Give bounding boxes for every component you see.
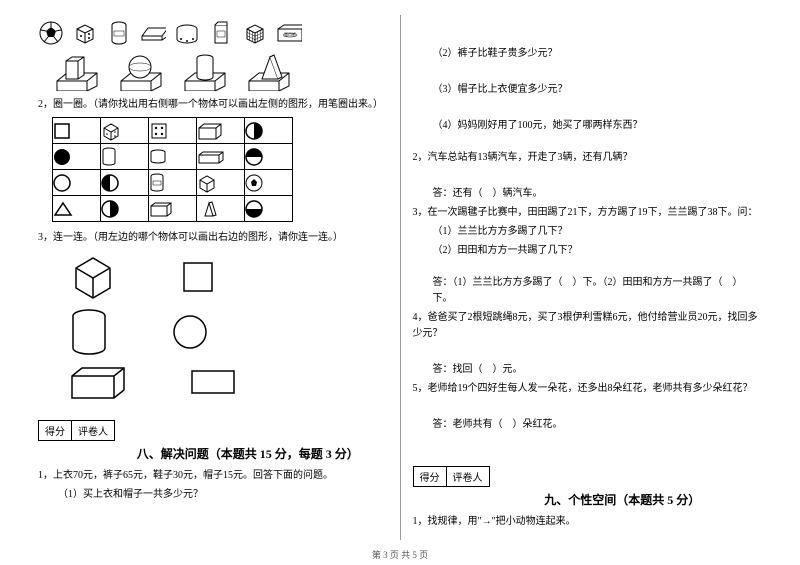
cell-dice2 bbox=[149, 118, 197, 144]
prism-tray-icon bbox=[244, 51, 294, 91]
q8-5a: 答：老师共有（ ）朵红花。 bbox=[433, 417, 763, 433]
cell-cuboid-long bbox=[197, 144, 245, 170]
score-box-8: 得分 评卷人 bbox=[38, 420, 115, 441]
cell-half4 bbox=[101, 196, 149, 222]
q8-2: 2，汽车总站有13辆汽车，开走了3辆，还有几辆？ bbox=[413, 150, 763, 166]
cell-triangle bbox=[53, 196, 101, 222]
cell-soccer-sm bbox=[245, 170, 293, 196]
cell-circle-fill bbox=[53, 144, 101, 170]
cube-iso-icon bbox=[68, 254, 118, 300]
cell-square bbox=[53, 118, 101, 144]
q8-3-1: （1）兰兰比方方多踢了几下？ bbox=[433, 224, 763, 240]
cell-circle bbox=[53, 170, 101, 196]
page-footer: 第 3 页 共 5 页 bbox=[0, 548, 800, 561]
q8-2a: 答：还有（ ）辆汽车。 bbox=[433, 186, 763, 202]
cell-half1 bbox=[245, 118, 293, 144]
top-icon-row: 面巾纸 bbox=[38, 21, 388, 45]
cell-prism bbox=[197, 196, 245, 222]
page: 面巾纸 2，圈一圈。（请你找出用右侧哪一个物体可以画出左侧的图形，用笔圈出来。） bbox=[0, 0, 800, 540]
q8-5: 5，老师给19个四好生每人发一朵花，还多出8朵红花，老师共有多少朵红花？ bbox=[413, 381, 763, 397]
rect-outline-icon bbox=[188, 367, 238, 397]
tissue-icon: 面巾纸 bbox=[276, 21, 302, 45]
score-label-9: 得分 bbox=[414, 467, 447, 486]
cell-cube3d bbox=[197, 170, 245, 196]
section-9-title: 九、个性空间（本题共 5 分） bbox=[483, 491, 763, 508]
q3-text: 3，连一连。（用左边的哪个物体可以画出右边的图形，请你连一连。） bbox=[38, 230, 388, 246]
cylinder-tray-icon bbox=[180, 51, 230, 91]
q8-1-4: （4）妈妈刚好用了100元，她买了哪两样东西？ bbox=[433, 118, 763, 134]
q2-text: 2，圈一圈。（请你找出用右侧哪一个物体可以画出左侧的图形，用笔圈出来。） bbox=[38, 97, 388, 113]
section-8-title: 八、解决问题（本题共 15 分，每题 3 分） bbox=[108, 445, 388, 462]
cell-can1 bbox=[101, 144, 149, 170]
q9-1: 1，找规律，用"→"把小动物连起来。 bbox=[413, 514, 763, 530]
right-column: （2）裤子比鞋子贵多少元？ （3）帽子比上衣便宜多少元？ （4）妈妈刚好用了10… bbox=[405, 15, 771, 540]
q8-4a: 答：找回（ ）元。 bbox=[433, 362, 763, 378]
square-outline-icon bbox=[178, 257, 218, 297]
sphere-tray-icon bbox=[116, 51, 166, 91]
eraser-icon bbox=[140, 21, 166, 45]
grader-label-9: 评卷人 bbox=[447, 467, 489, 486]
can-icon bbox=[106, 21, 132, 45]
score-label: 得分 bbox=[39, 421, 72, 440]
match-grid bbox=[52, 117, 293, 222]
drum-icon bbox=[174, 21, 200, 45]
q8-3a: 答：（1）兰兰比方方多踢了（ ）下。（2）田田和方方一共踢了（ ）下。 bbox=[433, 275, 763, 307]
cell-can-label bbox=[149, 170, 197, 196]
score-box-9: 得分 评卷人 bbox=[413, 466, 490, 487]
rubik-icon bbox=[242, 21, 268, 45]
q8-1-3: （3）帽子比上衣便宜多少元？ bbox=[433, 82, 763, 98]
cell-dice bbox=[101, 118, 149, 144]
cylinder-icon bbox=[68, 308, 110, 356]
juice-icon bbox=[208, 21, 234, 45]
q8-3-2: （2）田田和方方一共踢了几下？ bbox=[433, 243, 763, 259]
cell-half3 bbox=[101, 170, 149, 196]
grader-label: 评卷人 bbox=[72, 421, 114, 440]
column-divider bbox=[400, 15, 401, 540]
cell-cuboid bbox=[197, 118, 245, 144]
cuboid-iso-icon bbox=[68, 364, 128, 400]
q8-1-1: （1）买上衣和帽子一共多少元？ bbox=[58, 487, 388, 503]
shape-match bbox=[68, 254, 388, 400]
q8-4: 4，爸爸买了2根短跳绳8元，买了3根伊利雪糕6元，他付给营业员20元，找回多少元… bbox=[413, 310, 763, 342]
q8-1: 1，上衣70元，裤子65元，鞋子30元，帽子15元。回答下面的问题。 bbox=[38, 468, 388, 484]
circle-outline-icon bbox=[170, 312, 210, 352]
svg-text:面巾纸: 面巾纸 bbox=[284, 31, 296, 37]
cell-cuboid3d bbox=[149, 196, 197, 222]
cuboid-tray-icon bbox=[52, 51, 102, 91]
tray-row bbox=[52, 51, 388, 91]
q8-1-2: （2）裤子比鞋子贵多少元？ bbox=[433, 46, 763, 62]
q8-3: 3，在一次踢毽子比赛中，田田踢了21下，方方踢了19下，兰兰踢了38下。问： bbox=[413, 205, 763, 221]
cell-half5 bbox=[245, 196, 293, 222]
cell-half2 bbox=[245, 144, 293, 170]
left-column: 面巾纸 2，圈一圈。（请你找出用右侧哪一个物体可以画出左侧的图形，用笔圈出来。） bbox=[30, 15, 396, 540]
cell-can2 bbox=[149, 144, 197, 170]
dice-icon bbox=[72, 21, 98, 45]
soccer-icon bbox=[38, 21, 64, 45]
